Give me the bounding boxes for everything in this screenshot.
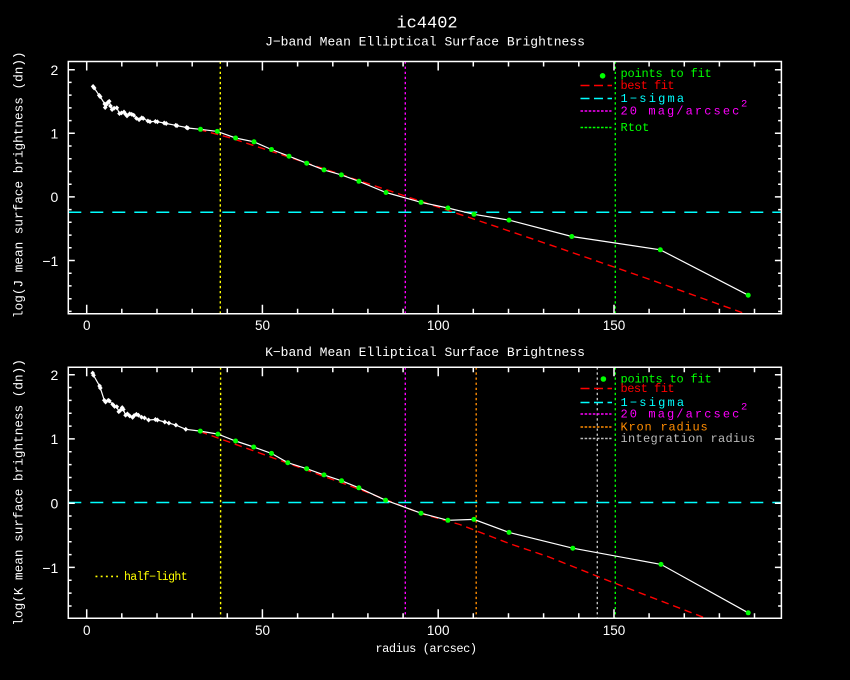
svg-text:2: 2 <box>741 99 747 111</box>
svg-text:log(J mean surface brightness: log(J mean surface brightness (dn)) <box>12 51 27 317</box>
svg-text:best fit: best fit <box>621 79 675 93</box>
svg-text:100: 100 <box>427 623 450 638</box>
svg-text:Rtot: Rtot <box>621 121 650 135</box>
svg-text:0: 0 <box>51 189 59 205</box>
svg-text:1−sigma: 1−sigma <box>621 396 687 410</box>
svg-text:2: 2 <box>741 402 747 414</box>
svg-text:radius (arcsec): radius (arcsec) <box>375 642 476 656</box>
svg-text:−1: −1 <box>42 253 58 269</box>
svg-text:points to fit: points to fit <box>621 67 712 81</box>
svg-text:0: 0 <box>83 318 91 333</box>
svg-text:integration radius: integration radius <box>621 432 756 446</box>
svg-text:Kron radius: Kron radius <box>621 421 709 435</box>
svg-text:2: 2 <box>51 367 59 383</box>
svg-text:1−sigma: 1−sigma <box>621 92 687 106</box>
svg-text:1: 1 <box>51 431 59 447</box>
svg-text:50: 50 <box>255 623 270 638</box>
svg-text:−1: −1 <box>42 560 58 576</box>
svg-text:20 mag/arcsec: 20 mag/arcsec <box>621 105 742 119</box>
svg-text:150: 150 <box>603 623 626 638</box>
svg-text:150: 150 <box>603 318 626 333</box>
svg-text:best fit: best fit <box>621 382 675 396</box>
svg-text:1: 1 <box>51 126 59 142</box>
svg-text:ic4402: ic4402 <box>396 15 457 34</box>
svg-text:log(K mean surface brightness: log(K mean surface brightness (dn)) <box>12 359 27 625</box>
svg-text:100: 100 <box>427 318 450 333</box>
svg-text:0: 0 <box>83 623 91 638</box>
svg-text:20 mag/arcsec: 20 mag/arcsec <box>621 408 742 422</box>
svg-text:J−band Mean Elliptical Surface: J−band Mean Elliptical Surface Brightnes… <box>265 34 585 49</box>
svg-text:half−light: half−light <box>124 571 187 584</box>
svg-text:50: 50 <box>255 318 270 333</box>
svg-text:points to fit: points to fit <box>621 373 712 387</box>
svg-text:2: 2 <box>51 62 59 78</box>
svg-text:K−band Mean Elliptical Surface: K−band Mean Elliptical Surface Brightnes… <box>265 345 585 360</box>
svg-text:0: 0 <box>51 496 59 512</box>
